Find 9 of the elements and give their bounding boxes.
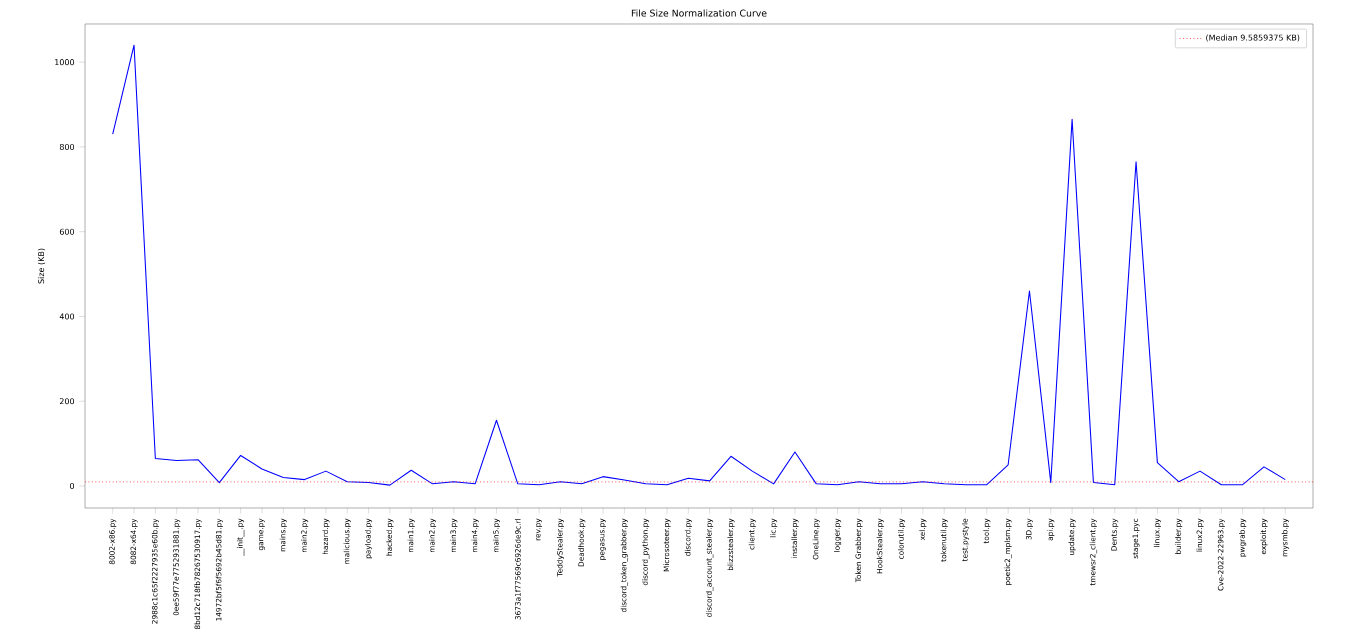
y-tick-label: 800 bbox=[59, 143, 75, 150]
y-tick-label: 1000 bbox=[55, 59, 75, 66]
y-tick-label: 400 bbox=[59, 313, 75, 320]
y-tick-label: 200 bbox=[59, 398, 75, 405]
y-tick-label: 600 bbox=[59, 228, 75, 235]
y-axis-title: Size (KB) bbox=[37, 248, 46, 284]
legend-label: (Median 9.5859375 KB) bbox=[1206, 34, 1300, 42]
y-tick-label: 0 bbox=[70, 482, 75, 489]
chart-title: File Size Normalization Curve bbox=[631, 9, 767, 17]
